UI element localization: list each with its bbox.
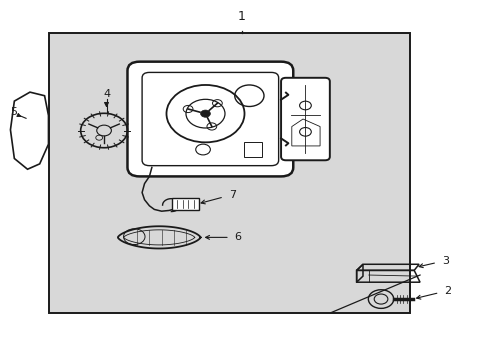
Text: 2: 2 [444,286,450,296]
Text: 5: 5 [10,107,17,117]
Bar [244,142,261,157]
Text: 3: 3 [441,256,448,266]
FancyBboxPatch shape [281,78,329,160]
FancyBboxPatch shape [127,62,293,176]
Text: 6: 6 [233,232,240,242]
Text: 4: 4 [103,89,110,99]
Text: 1: 1 [238,10,245,23]
Circle shape [200,110,210,117]
Text: 7: 7 [228,190,236,200]
Bar [49,33,409,313]
FancyBboxPatch shape [142,72,278,166]
FancyBboxPatch shape [172,198,198,211]
